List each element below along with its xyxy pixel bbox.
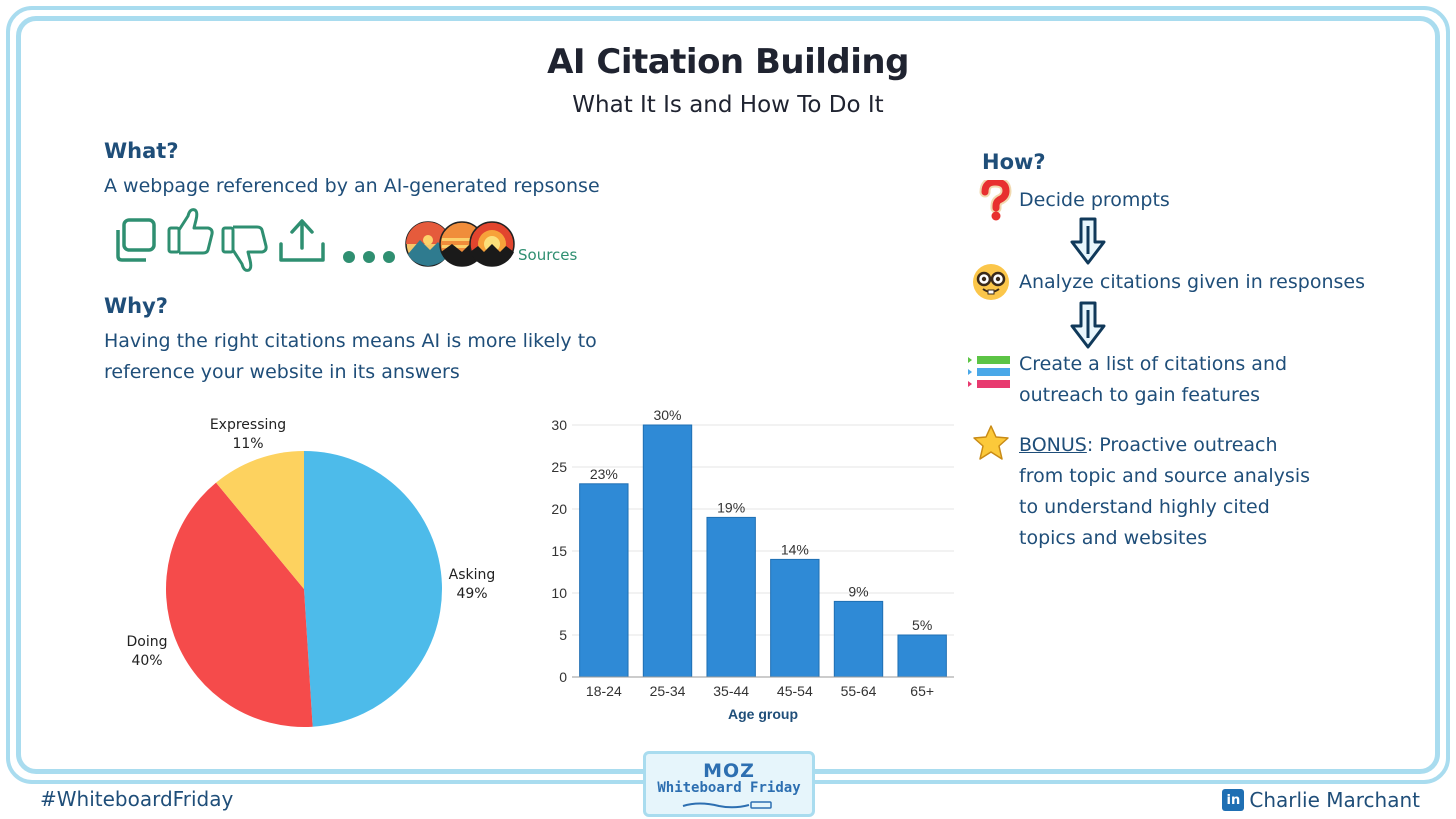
question-mark-icon xyxy=(979,180,1012,221)
copy-icon[interactable] xyxy=(110,216,160,266)
page-title: AI Citation Building xyxy=(547,42,909,82)
list-bars-icon xyxy=(968,356,1010,388)
marker-squiggle-icon xyxy=(682,801,772,809)
how-step-3-line-1: Create a list of citations and xyxy=(1019,353,1288,375)
pie-label-asking: Asking 49% xyxy=(436,566,508,604)
pie-label-percent: 40% xyxy=(131,653,163,669)
how-bonus-line-4: topics and websites xyxy=(1019,527,1208,549)
page-subtitle: What It Is and How To Do It xyxy=(572,92,884,118)
what-text: A webpage referenced by an AI-generated … xyxy=(104,175,600,197)
source-favicon-1 xyxy=(405,221,451,267)
how-bonus-line-2: from topic and source analysis xyxy=(1019,465,1311,487)
hashtag: #WhiteboardFriday xyxy=(40,787,234,811)
how-step-3-line-2: outreach to gain features xyxy=(1019,384,1261,406)
pie-label-expressing: Expressing 11% xyxy=(200,416,296,454)
logo-whiteboard-friday-text: Whiteboard Friday xyxy=(657,780,801,796)
pie-label-name: Doing xyxy=(126,634,168,650)
what-heading: What? xyxy=(104,139,179,163)
pie-label-percent: 11% xyxy=(232,436,264,452)
bonus-label: BONUS xyxy=(1019,434,1087,456)
linkedin-icon[interactable]: in xyxy=(1222,789,1245,811)
pie-label-percent: 49% xyxy=(456,586,488,602)
how-heading: How? xyxy=(982,150,1046,174)
how-step-1: Decide prompts xyxy=(1019,189,1170,211)
source-favicons[interactable] xyxy=(404,220,516,268)
thumbs-up-icon[interactable] xyxy=(166,206,216,258)
author: in Charlie Marchant xyxy=(1222,788,1420,812)
source-favicon-3 xyxy=(469,221,515,267)
how-bonus-line-3: to understand highly cited xyxy=(1019,496,1270,518)
pie-label-doing: Doing 40% xyxy=(110,633,184,671)
why-text-line-2: reference your website in its answers xyxy=(104,361,460,383)
bonus-text: : Proactive outreach xyxy=(1086,434,1278,456)
author-name[interactable]: Charlie Marchant xyxy=(1249,788,1420,812)
why-text-line-1: Having the right citations means AI is m… xyxy=(104,330,597,352)
thumbs-down-icon[interactable] xyxy=(220,224,270,276)
logo-moz-text: MOZ xyxy=(703,760,755,782)
why-heading: Why? xyxy=(104,294,168,318)
arrow-down-icon xyxy=(1070,217,1106,265)
sources-label[interactable]: Sources xyxy=(518,246,578,264)
moz-whiteboard-friday-logo: MOZ Whiteboard Friday xyxy=(643,751,815,817)
pie-label-name: Expressing xyxy=(209,417,287,433)
star-icon xyxy=(973,425,1009,460)
how-bonus-line-1: BONUS: Proactive outreach xyxy=(1019,430,1278,461)
nerd-face-icon xyxy=(973,264,1009,300)
how-step-2: Analyze citations given in responses xyxy=(1019,271,1365,293)
arrow-down-icon xyxy=(1070,301,1106,349)
more-icon[interactable] xyxy=(340,248,400,266)
share-icon[interactable] xyxy=(276,216,328,266)
pie-label-name: Asking xyxy=(448,567,496,583)
